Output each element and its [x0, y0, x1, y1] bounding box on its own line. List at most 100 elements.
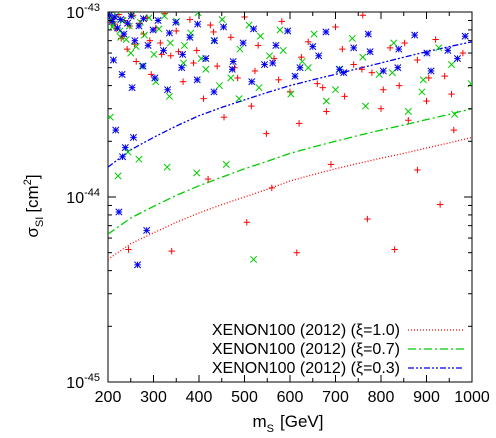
- marker-stroke: [248, 78, 256, 86]
- marker-stroke: [151, 74, 159, 82]
- plus-point: [186, 16, 194, 23]
- plus-point: [459, 49, 467, 57]
- star-point: [395, 45, 403, 53]
- plus-point: [133, 58, 140, 65]
- cross-point: [235, 95, 243, 103]
- cross-point: [404, 107, 412, 116]
- marker-stroke: [140, 31, 148, 39]
- marker-stroke: [117, 16, 125, 24]
- cross-point: [256, 32, 264, 40]
- cross-point: [304, 64, 312, 72]
- plus-point: [168, 247, 175, 255]
- marker-stroke: [160, 12, 168, 20]
- star-point: [135, 22, 143, 30]
- marker-stroke: [139, 15, 148, 23]
- plus-point: [167, 52, 174, 59]
- marker-stroke: [180, 41, 188, 49]
- cross-point: [124, 148, 132, 156]
- marker-stroke: [108, 17, 116, 25]
- star-point: [115, 208, 123, 216]
- marker-stroke: [194, 12, 200, 17]
- plus-point: [377, 105, 385, 112]
- marker-stroke: [322, 28, 330, 36]
- star-point: [210, 37, 219, 45]
- marker-stroke: [390, 39, 398, 47]
- star-point: [109, 56, 118, 64]
- cross-point: [127, 49, 135, 57]
- plus-point: [327, 161, 335, 168]
- plus-point: [204, 175, 212, 183]
- x-tick-label: 1000: [454, 389, 490, 406]
- plus-point: [448, 90, 455, 98]
- plus-point: [364, 215, 371, 223]
- marker-stroke: [227, 74, 235, 82]
- x-tick-label: 400: [186, 389, 213, 406]
- plus-point: [341, 93, 348, 100]
- plot-series: [108, 12, 472, 269]
- star-point: [120, 30, 128, 38]
- cross-point: [218, 16, 226, 24]
- x-tick-label: 600: [277, 389, 304, 406]
- cross-point: [451, 110, 459, 118]
- star-point: [364, 30, 372, 38]
- star-point: [117, 16, 125, 24]
- plus-point: [214, 62, 221, 70]
- plus-point: [401, 39, 408, 47]
- marker-stroke: [304, 64, 312, 72]
- star-point: [129, 133, 138, 141]
- marker-stroke: [250, 255, 258, 263]
- marker-stroke: [395, 45, 403, 53]
- star-point: [315, 52, 323, 60]
- marker-stroke: [359, 53, 367, 61]
- cross-point: [419, 76, 427, 84]
- marker-stroke: [427, 67, 435, 75]
- marker-stroke: [419, 76, 427, 84]
- star-point: [379, 67, 387, 75]
- marker-stroke: [269, 59, 277, 67]
- cross-point: [435, 44, 443, 52]
- marker-stroke: [131, 37, 139, 45]
- x-tick-label: 200: [95, 389, 122, 406]
- cross-point: [236, 45, 244, 53]
- marker-stroke: [135, 155, 143, 163]
- cross-point: [255, 84, 263, 92]
- plus-point: [405, 117, 412, 124]
- x-tick-label: 900: [413, 389, 440, 406]
- cross-point: [227, 74, 235, 82]
- plus-point: [368, 69, 376, 76]
- star-point: [340, 69, 348, 77]
- marker-stroke: [115, 208, 123, 216]
- star-point: [309, 43, 317, 51]
- cross-point: [348, 34, 356, 42]
- marker-stroke: [109, 56, 118, 64]
- marker-stroke: [143, 226, 151, 234]
- cross-point: [250, 255, 258, 263]
- star-point: [118, 70, 126, 78]
- star-point: [291, 72, 299, 80]
- plus-point: [359, 12, 366, 19]
- cross-point: [155, 25, 163, 33]
- marker-stroke: [366, 48, 374, 56]
- plus-point: [396, 82, 403, 89]
- marker-stroke: [149, 26, 157, 34]
- axis-ticks: 200 300 400 500 600 700 800 900 1000 10-45 10-44 10…: [66, 2, 490, 406]
- cross-point: [265, 52, 274, 60]
- star-point: [411, 31, 419, 39]
- plus-point: [243, 219, 250, 226]
- marker-stroke: [111, 13, 119, 21]
- cross-point: [298, 57, 306, 66]
- star-point: [139, 15, 148, 23]
- plus-point: [319, 84, 326, 91]
- marker-stroke: [112, 126, 120, 134]
- cross-point: [108, 113, 114, 121]
- cross-point: [287, 90, 295, 98]
- marker-stroke: [220, 23, 228, 31]
- plus-point: [332, 23, 339, 31]
- marker-stroke: [235, 95, 243, 103]
- plus-point: [414, 166, 421, 174]
- star-point: [453, 55, 461, 63]
- plus-point: [305, 38, 312, 46]
- star-point: [272, 41, 280, 49]
- marker-stroke: [222, 160, 230, 168]
- marker-stroke: [139, 62, 147, 70]
